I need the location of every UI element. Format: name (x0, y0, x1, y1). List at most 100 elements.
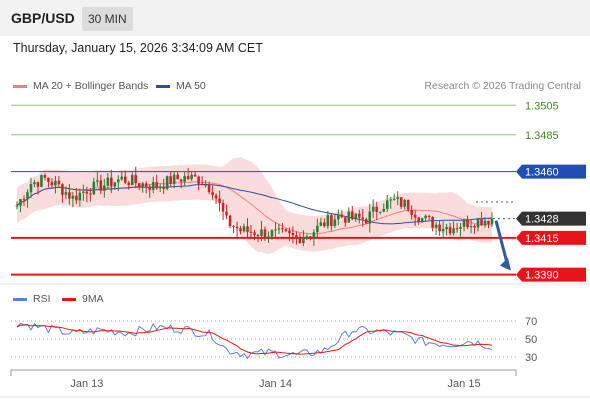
candle-body (466, 219, 469, 228)
candle-body (361, 217, 365, 220)
header-bar: GBP/USD 30 MIN (0, 0, 590, 36)
candle-body (68, 192, 71, 199)
candle-body (413, 214, 417, 218)
candle-body (183, 176, 186, 182)
candle-body (218, 198, 221, 204)
ma50-swatch (156, 84, 170, 88)
candle-body (134, 175, 138, 184)
level-label-1.3415: 1.3415 (525, 233, 559, 245)
candle-body (120, 176, 124, 180)
candle-body (445, 226, 448, 229)
candle-body (85, 191, 89, 194)
candle-body (172, 174, 176, 184)
candle-body (155, 182, 159, 189)
candle-body (99, 180, 103, 191)
candle-body (389, 199, 393, 201)
candle-body (211, 192, 214, 196)
candle-body (364, 219, 368, 224)
candle-body (221, 203, 225, 212)
candle-body (284, 229, 288, 231)
candle-body (392, 198, 396, 200)
candle-body (434, 224, 438, 228)
x-tick-label: Jan 13 (70, 378, 103, 390)
candle-body (29, 184, 33, 193)
candle-body (141, 183, 145, 187)
timeframe-button[interactable]: 30 MIN (82, 7, 133, 31)
candles-group (15, 166, 494, 247)
candle-body (200, 183, 204, 186)
candle-body (309, 236, 312, 238)
forecast-arrow-head (500, 257, 511, 271)
candle-body (71, 195, 75, 199)
candle-body (298, 237, 302, 244)
candle-body (40, 175, 43, 187)
candle-body (295, 235, 298, 238)
candle-body (15, 205, 19, 207)
candle-body (371, 206, 375, 212)
level-label-1.3505: 1.3505 (525, 100, 559, 112)
candle-body (179, 179, 183, 182)
forecast-arrow-shaft (494, 220, 510, 268)
candle-body (116, 179, 120, 183)
level-label-1.3460: 1.3460 (525, 167, 559, 179)
ma50-label: MA 50 (176, 80, 206, 92)
candle-body (476, 218, 480, 228)
level-tag-1.3390 (516, 267, 586, 282)
candle-body (417, 217, 420, 222)
candle-body (469, 226, 473, 228)
timestamp: Thursday, January 15, 2026 3:34:09 AM CE… (13, 41, 263, 55)
candle-body (207, 184, 211, 193)
candle-body (19, 199, 22, 206)
candle-body (242, 226, 246, 232)
candle-body (473, 226, 476, 228)
candle-body (169, 176, 172, 184)
level-label-1.3428: 1.3428 (525, 214, 559, 226)
candle-body (375, 206, 379, 212)
ma20-label: MA 20 + Bollinger Bands (33, 80, 149, 92)
candle-body (347, 211, 351, 223)
candle-body (137, 183, 141, 187)
candle-body (193, 174, 197, 177)
candle-body (176, 174, 179, 180)
candle-body (75, 195, 78, 201)
candle-body (82, 191, 85, 193)
candle-body (165, 176, 169, 189)
candle-body (89, 193, 92, 195)
candle-body (452, 228, 455, 234)
x-tick-label: Jan 14 (259, 378, 292, 390)
candle-body (54, 180, 57, 186)
candle-body (344, 217, 347, 223)
candle-body (288, 230, 291, 234)
candle-body (406, 199, 410, 210)
candle-body (92, 181, 96, 195)
candle-body (190, 174, 193, 180)
candle-body (263, 229, 267, 238)
candle-body (158, 186, 162, 189)
level-tag-1.3428 (516, 211, 586, 226)
legend-ma50: MA 50 (156, 80, 206, 92)
candle-body (480, 218, 483, 226)
candle-body (462, 219, 466, 227)
candle-body (267, 236, 270, 238)
candle-body (148, 186, 152, 190)
candle-body (326, 215, 330, 227)
candle-body (239, 228, 242, 232)
candle-body (312, 232, 316, 238)
rsi-tick-70: 70 (525, 316, 537, 328)
candle-body (302, 237, 305, 244)
rsi-tick-30: 30 (525, 352, 537, 364)
price-levels-group: 1.3505 1.3485 1.3460 1.3428 1.3415 1.3390 (11, 100, 586, 282)
candle-body (277, 228, 281, 230)
candle-body (127, 182, 131, 186)
candle-body (354, 213, 358, 220)
candle-body (36, 182, 40, 187)
rsi-ma-label: 9MA (82, 293, 104, 305)
candle-body (274, 229, 277, 231)
candle-body (162, 186, 165, 189)
x-tick-label: Jan 15 (448, 378, 481, 390)
candle-body (47, 177, 50, 182)
candle-body (438, 224, 441, 232)
candle-body (249, 231, 253, 233)
